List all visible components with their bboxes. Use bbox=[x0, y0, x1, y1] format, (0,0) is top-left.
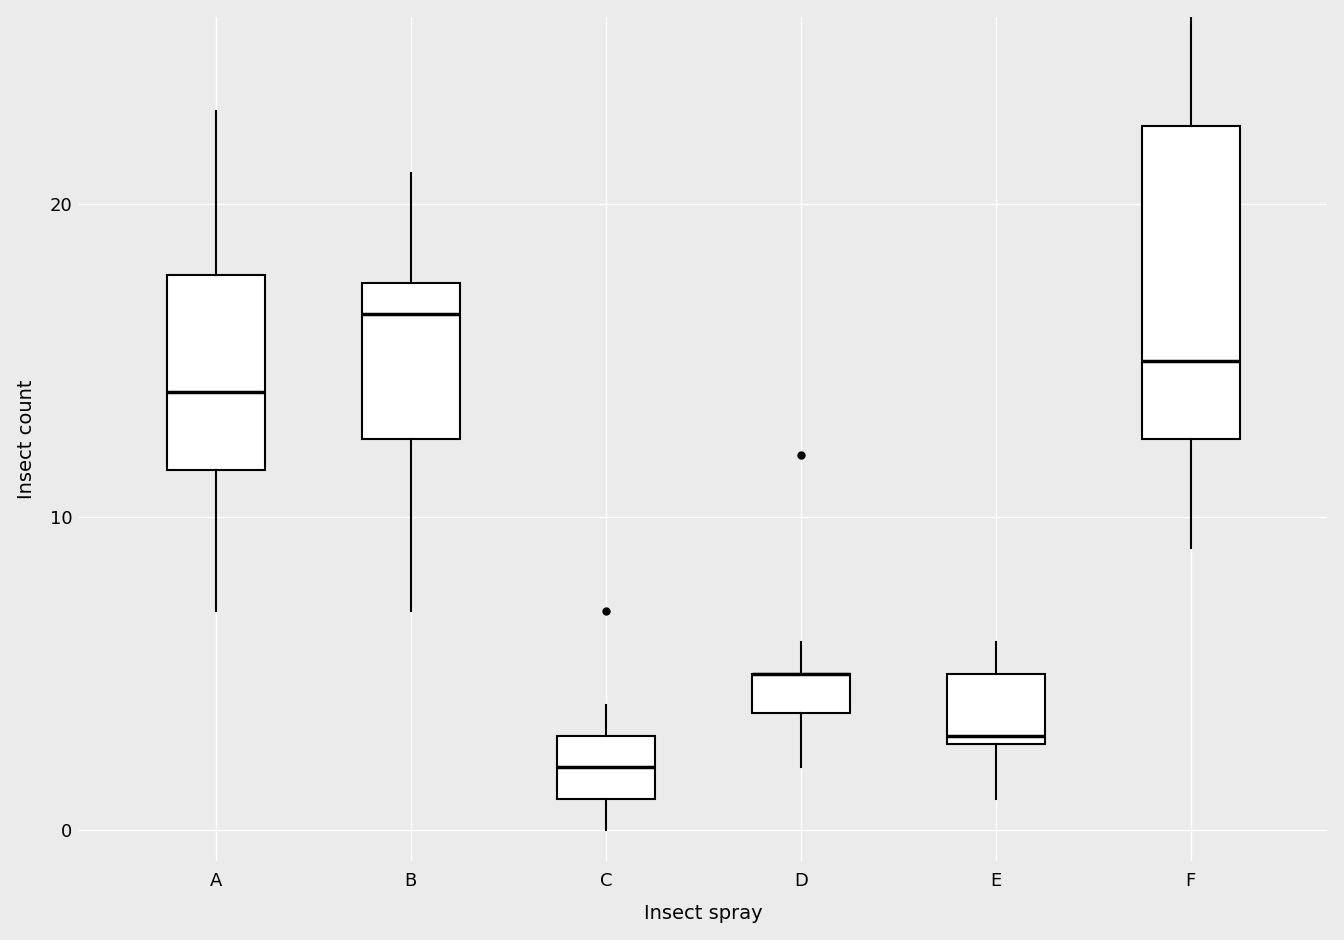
Y-axis label: Insect count: Insect count bbox=[16, 379, 36, 499]
PathPatch shape bbox=[948, 674, 1044, 744]
X-axis label: Insect spray: Insect spray bbox=[644, 904, 762, 923]
PathPatch shape bbox=[1142, 126, 1239, 439]
PathPatch shape bbox=[753, 674, 849, 713]
PathPatch shape bbox=[556, 736, 655, 799]
PathPatch shape bbox=[167, 274, 265, 470]
PathPatch shape bbox=[362, 283, 460, 439]
